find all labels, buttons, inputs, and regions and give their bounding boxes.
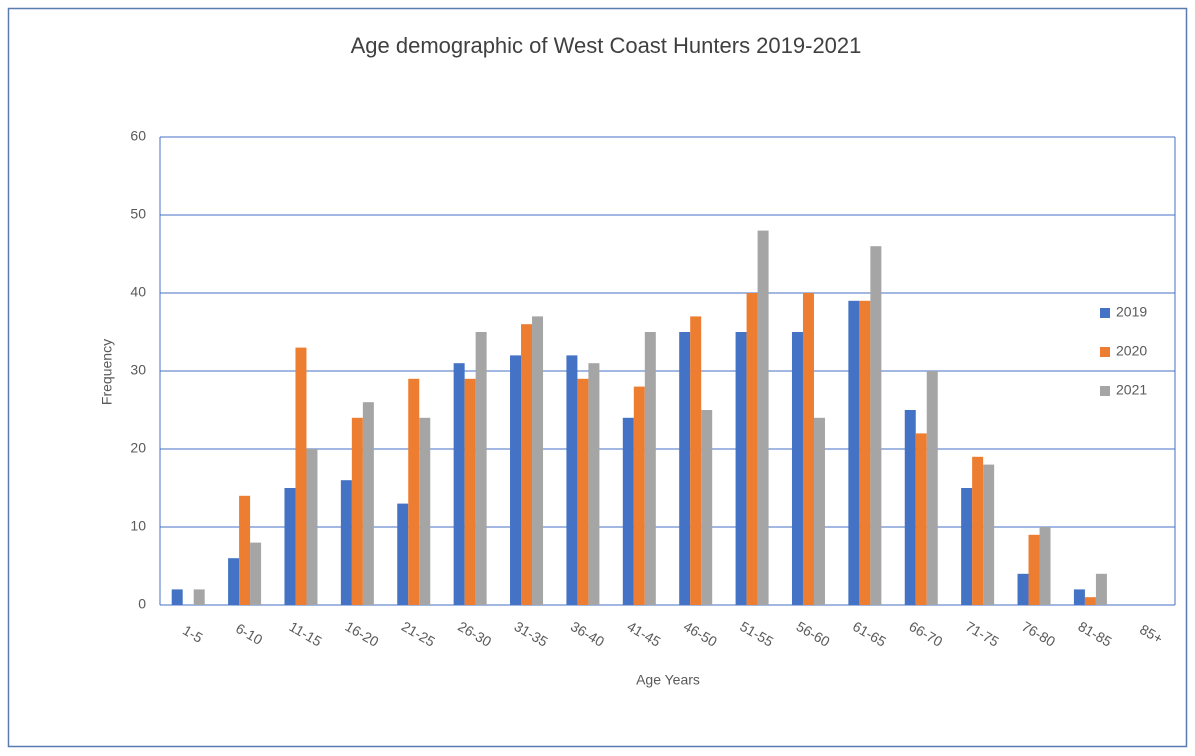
bar xyxy=(397,503,409,605)
bar xyxy=(521,324,533,605)
bar xyxy=(510,355,522,605)
y-tick-label: 20 xyxy=(130,440,146,456)
bar xyxy=(644,332,656,605)
bar xyxy=(622,417,634,605)
bar xyxy=(757,230,769,605)
bar xyxy=(284,488,296,605)
x-axis-title: Age Years xyxy=(636,672,700,688)
bar xyxy=(961,488,973,605)
bar xyxy=(1039,527,1051,605)
bar xyxy=(972,456,984,605)
bar xyxy=(983,464,995,605)
bar xyxy=(1095,573,1107,605)
bar xyxy=(228,558,240,605)
bar xyxy=(464,378,476,605)
bar xyxy=(193,589,205,605)
bar xyxy=(351,417,363,605)
legend-swatch xyxy=(1100,347,1110,357)
bar xyxy=(735,332,747,605)
bar xyxy=(1073,589,1085,605)
bar xyxy=(926,371,938,605)
bar xyxy=(408,378,420,605)
bar xyxy=(239,495,251,605)
bar xyxy=(566,355,578,605)
legend-label: 2019 xyxy=(1116,304,1147,320)
bar xyxy=(813,417,825,605)
bar xyxy=(453,363,465,605)
bar xyxy=(701,410,713,605)
bar xyxy=(802,293,814,605)
legend-label: 2021 xyxy=(1116,382,1147,398)
bar xyxy=(340,480,352,605)
y-tick-label: 60 xyxy=(130,128,146,144)
chart-title: Age demographic of West Coast Hunters 20… xyxy=(351,33,862,58)
y-tick-label: 30 xyxy=(130,362,146,378)
bar xyxy=(588,363,600,605)
y-tick-label: 0 xyxy=(138,596,146,612)
bar xyxy=(250,542,262,605)
bar xyxy=(475,332,487,605)
y-axis-title: Frequency xyxy=(99,339,115,405)
y-tick-label: 50 xyxy=(130,206,146,222)
bar xyxy=(859,300,871,605)
bar xyxy=(532,316,544,605)
bar xyxy=(633,386,645,605)
bar xyxy=(577,378,589,605)
bar xyxy=(295,347,307,605)
bar xyxy=(171,589,183,605)
bar xyxy=(904,410,916,605)
y-tick-label: 40 xyxy=(130,284,146,300)
bar xyxy=(848,300,860,605)
legend-label: 2020 xyxy=(1116,343,1147,359)
y-tick-label: 10 xyxy=(130,518,146,534)
bar xyxy=(306,449,318,605)
bar xyxy=(791,332,803,605)
bar xyxy=(1084,597,1096,605)
bar xyxy=(746,293,758,605)
legend-swatch xyxy=(1100,386,1110,396)
bar xyxy=(362,402,374,605)
bar xyxy=(1028,534,1040,605)
bar xyxy=(915,433,927,605)
bar xyxy=(690,316,702,605)
legend-swatch xyxy=(1100,308,1110,318)
bar xyxy=(679,332,691,605)
bar xyxy=(870,246,882,605)
bar xyxy=(419,417,431,605)
bar xyxy=(1017,573,1029,605)
